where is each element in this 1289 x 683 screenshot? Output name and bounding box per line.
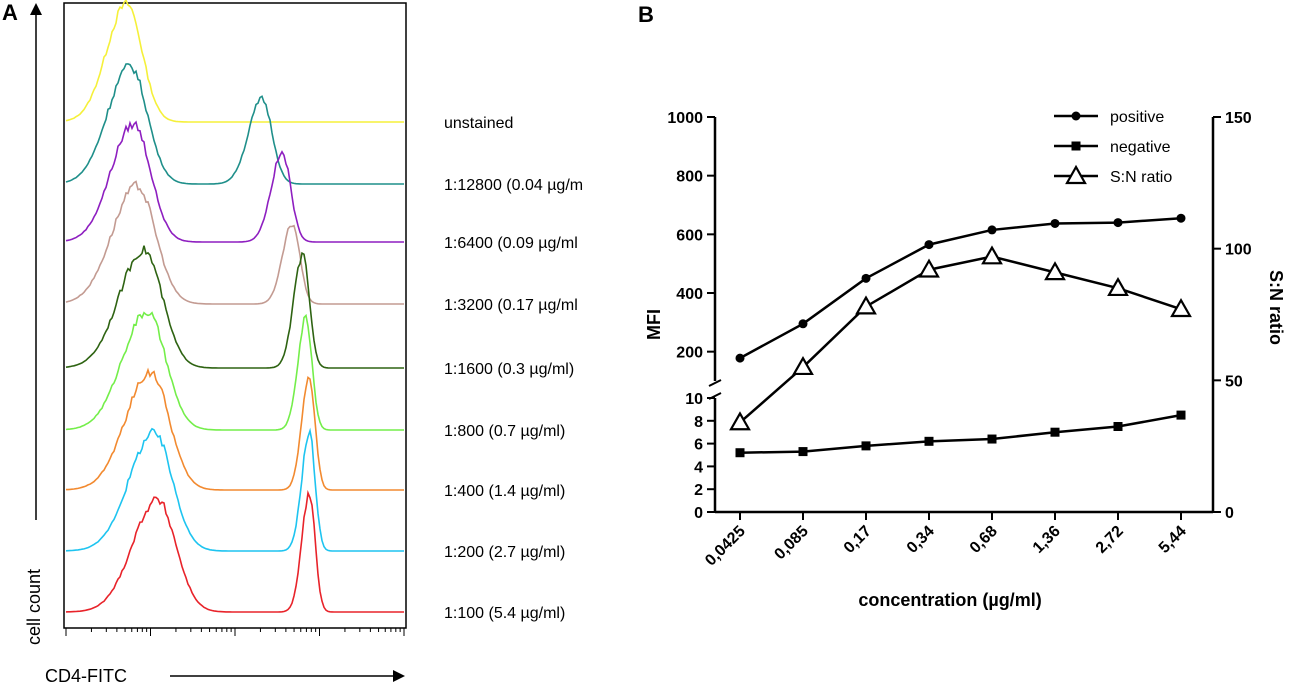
legend-label: negative — [1110, 139, 1171, 156]
y-tick-label: 1000 — [667, 110, 703, 127]
histogram-frame — [63, 2, 407, 629]
y2-axis-title: S:N ratio — [1266, 270, 1286, 345]
y-tick-label: 10 — [685, 391, 703, 408]
series-line-negative — [739, 413, 1182, 454]
y-axis-break-mark — [708, 379, 722, 387]
legend-label: positive — [1110, 109, 1164, 126]
x-tick-label: 0,0425 — [702, 523, 749, 570]
y2-tick-label: 50 — [1225, 373, 1243, 390]
y-tick-label: 8 — [694, 414, 703, 431]
histogram-x-ticks — [65, 628, 405, 636]
y2-tick-label: 0 — [1225, 505, 1234, 522]
x-tick-label: 2,72 — [1093, 523, 1127, 557]
histogram-curve — [65, 311, 404, 431]
panel-a-y-axis-label: cell count — [24, 569, 44, 645]
histogram-curve — [65, 0, 404, 123]
histogram-sample-label: 1:800 (0.7 µg/ml) — [444, 423, 565, 440]
x-tick-label: 1,36 — [1030, 523, 1064, 557]
data-point-sn-ratio — [981, 245, 1003, 265]
y-tick-label: 4 — [694, 459, 703, 476]
histogram-sample-label: 1:200 (2.7 µg/ml) — [444, 544, 565, 561]
histogram-sample-label: 1:6400 (0.09 µg/ml — [444, 235, 578, 252]
y-tick-label: 6 — [694, 437, 703, 454]
data-point-negative — [1050, 427, 1060, 437]
legend-marker-sn-ratio — [1065, 164, 1087, 185]
x-tick-label: 0,17 — [841, 523, 875, 557]
histogram-curve — [66, 367, 404, 491]
data-point-positive — [861, 273, 871, 283]
y-tick-label: 800 — [676, 169, 703, 186]
x-tick-label: 0,68 — [967, 523, 1001, 557]
data-point-sn-ratio — [855, 295, 877, 315]
data-point-positive — [1050, 218, 1060, 228]
histogram-sample-label: 1:1600 (0.3 µg/ml) — [444, 361, 574, 378]
data-point-positive — [1176, 213, 1186, 223]
y2-tick-label: 100 — [1225, 242, 1252, 259]
legend-label: S:N ratio — [1110, 169, 1172, 186]
x-tick-label: 5,44 — [1156, 523, 1190, 557]
series-line-s-n-ratio — [739, 255, 1182, 424]
legend-marker-negative — [1071, 141, 1081, 151]
y-tick-label: 400 — [676, 286, 703, 303]
x-tick-label: 0,34 — [904, 523, 938, 557]
histogram-sample-label: 1:400 (1.4 µg/ml) — [444, 483, 565, 500]
data-point-sn-ratio — [792, 355, 814, 376]
data-point-sn-ratio — [918, 258, 940, 278]
legend-marker-positive — [1071, 111, 1081, 121]
data-point-positive — [987, 225, 997, 235]
data-point-negative — [987, 434, 997, 444]
histogram-curve — [65, 427, 404, 552]
data-point-positive — [735, 353, 745, 363]
histogram-curve — [65, 120, 404, 243]
data-point-sn-ratio — [729, 411, 751, 431]
data-point-sn-ratio — [1170, 298, 1192, 318]
data-point-negative — [735, 448, 745, 458]
data-point-negative — [798, 447, 808, 457]
panel-a-x-axis-label: CD4-FITC — [45, 666, 127, 683]
y-tick-label: 600 — [676, 227, 703, 244]
histogram-curve — [65, 63, 404, 185]
histogram-sample-labels: unstained 1:12800 (0.04 µg/m 1:6400 (0.09 … — [444, 115, 583, 622]
y-tick-label: 200 — [676, 345, 703, 362]
data-point-positive — [924, 240, 934, 250]
data-point-negative — [861, 441, 871, 451]
panel-a-letter: A — [2, 0, 18, 25]
panel-b: B 100080060040020010864201501005000,0425… — [638, 2, 1286, 610]
data-point-negative — [1176, 410, 1186, 420]
y-tick-label: 0 — [694, 505, 703, 522]
series-line-positive — [739, 216, 1182, 360]
data-point-positive — [798, 319, 808, 329]
histogram-sample-label: 1:100 (5.4 µg/ml) — [444, 605, 565, 622]
histogram-sample-label: 1:3200 (0.17 µg/ml — [444, 297, 578, 314]
histogram-curve — [65, 489, 404, 613]
data-point-negative — [1113, 422, 1123, 431]
data-point-negative — [924, 436, 934, 446]
histogram-sample-label: 1:12800 (0.04 µg/m — [444, 177, 583, 194]
data-point-sn-ratio — [1044, 261, 1066, 281]
histogram-sample-label: unstained — [444, 115, 513, 132]
x-tick-label: 0,085 — [771, 523, 811, 563]
data-point-sn-ratio — [1107, 276, 1129, 297]
panel-b-letter: B — [638, 2, 654, 27]
y2-tick-label: 150 — [1225, 110, 1252, 127]
y-tick-label: 2 — [694, 482, 703, 499]
data-point-positive — [1113, 218, 1123, 228]
histogram-curves — [65, 0, 404, 613]
panel-a: A cell count unstained 1:12800 (0.04 µg/m… — [2, 0, 583, 683]
histogram-curve — [65, 245, 404, 369]
x-axis-title: concentration (µg/ml) — [858, 590, 1041, 610]
y-axis-title: MFI — [644, 309, 664, 340]
histogram-curve — [65, 180, 404, 305]
